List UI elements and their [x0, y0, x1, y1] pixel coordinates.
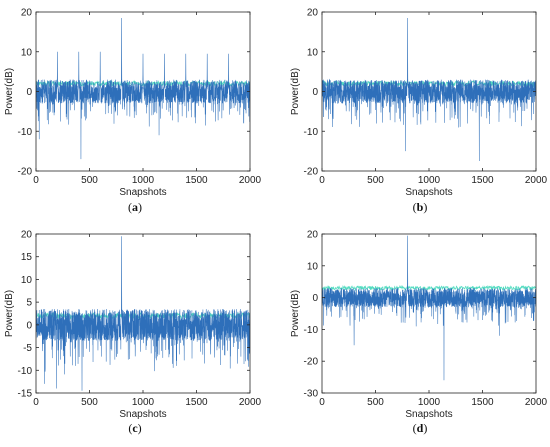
y-tick-label: -5: [23, 343, 32, 354]
x-axis-label: Snapshots: [119, 409, 166, 420]
y-tick-label: 20: [307, 230, 319, 241]
x-tick-label: 0: [319, 175, 325, 186]
y-tick-label: -20: [304, 167, 319, 178]
threshold-line: [322, 284, 536, 292]
plot-content: [36, 17, 250, 160]
x-tick-label: 1000: [132, 397, 155, 408]
plot-area: [322, 234, 536, 393]
y-tick-label: 10: [21, 47, 33, 58]
plot-content: [322, 17, 536, 162]
y-tick-label: -20: [304, 357, 319, 368]
x-tick-label: 1000: [418, 175, 441, 186]
panel-label: (b): [413, 200, 428, 214]
y-tick-label: 0: [312, 293, 318, 304]
threshold-line: [36, 79, 250, 88]
x-tick-label: 0: [319, 397, 325, 408]
y-tick-label: -10: [304, 325, 319, 336]
y-tick-label: -20: [18, 167, 33, 178]
x-tick-label: 2000: [525, 175, 548, 186]
x-axis-label: Snapshots: [405, 187, 452, 198]
x-tick-label: 0: [33, 397, 39, 408]
y-tick-label: -30: [304, 389, 319, 400]
x-tick-label: 1000: [132, 175, 155, 186]
y-tick-label: 10: [21, 275, 33, 286]
power-series-line: [322, 235, 536, 381]
x-tick-label: 2000: [525, 397, 548, 408]
x-tick-label: 1500: [471, 397, 494, 408]
y-axis-label: Power(dB): [290, 68, 301, 115]
x-axis-label: Snapshots: [119, 187, 166, 198]
panel-label: (a): [128, 200, 142, 214]
y-tick-label: 0: [26, 320, 32, 331]
y-tick-label: 15: [21, 252, 33, 263]
y-tick-label: 10: [307, 261, 319, 272]
x-tick-label: 500: [367, 397, 384, 408]
chart-panel-c: 0 500 1000 1500 2000 -15 -10 -5 0 5 10 15 20 Snapshot…: [4, 230, 262, 436]
y-axis-label: Power(dB): [4, 290, 15, 337]
plot-content: [322, 235, 536, 381]
plot-content: [36, 236, 250, 391]
y-tick-label: -10: [18, 127, 33, 138]
power-series-line: [36, 236, 250, 391]
x-tick-label: 500: [81, 397, 98, 408]
y-axis-label: Power(dB): [290, 290, 301, 337]
x-tick-label: 1000: [418, 397, 441, 408]
y-tick-label: 5: [26, 298, 32, 309]
y-tick-label: -15: [18, 389, 33, 400]
panel-label: (d): [413, 421, 428, 435]
y-tick-label: 0: [26, 87, 32, 98]
y-tick-label: 20: [21, 230, 33, 241]
x-tick-label: 1500: [185, 175, 208, 186]
x-tick-label: 1500: [185, 397, 208, 408]
x-tick-label: 0: [33, 175, 39, 186]
x-tick-label: 500: [367, 175, 384, 186]
y-tick-label: 20: [21, 8, 33, 19]
power-series-line: [322, 17, 536, 162]
x-axis-label: Snapshots: [405, 409, 452, 420]
chart-panel-a: 0 500 1000 1500 2000 -20 -10 0 10 20 Snapshots Powe…: [4, 8, 262, 215]
y-tick-label: 0: [312, 87, 318, 98]
power-series-line: [36, 17, 250, 160]
panel-label: (c): [128, 421, 141, 435]
x-tick-label: 1500: [471, 175, 494, 186]
y-axis-label: Power(dB): [4, 68, 15, 115]
y-tick-label: 10: [307, 47, 319, 58]
x-tick-label: 2000: [239, 175, 262, 186]
y-tick-label: -10: [18, 366, 33, 377]
chart-panel-b: 0 500 1000 1500 2000 -20 -10 0 10 20 Snapshots Powe…: [290, 8, 548, 215]
x-tick-label: 2000: [239, 397, 262, 408]
x-tick-label: 500: [81, 175, 98, 186]
y-tick-label: 20: [307, 8, 319, 19]
y-tick-label: -10: [304, 127, 319, 138]
chart-panel-d: 0 500 1000 1500 2000 -30 -20 -10 0 10 20 Snapshots P…: [290, 230, 548, 436]
